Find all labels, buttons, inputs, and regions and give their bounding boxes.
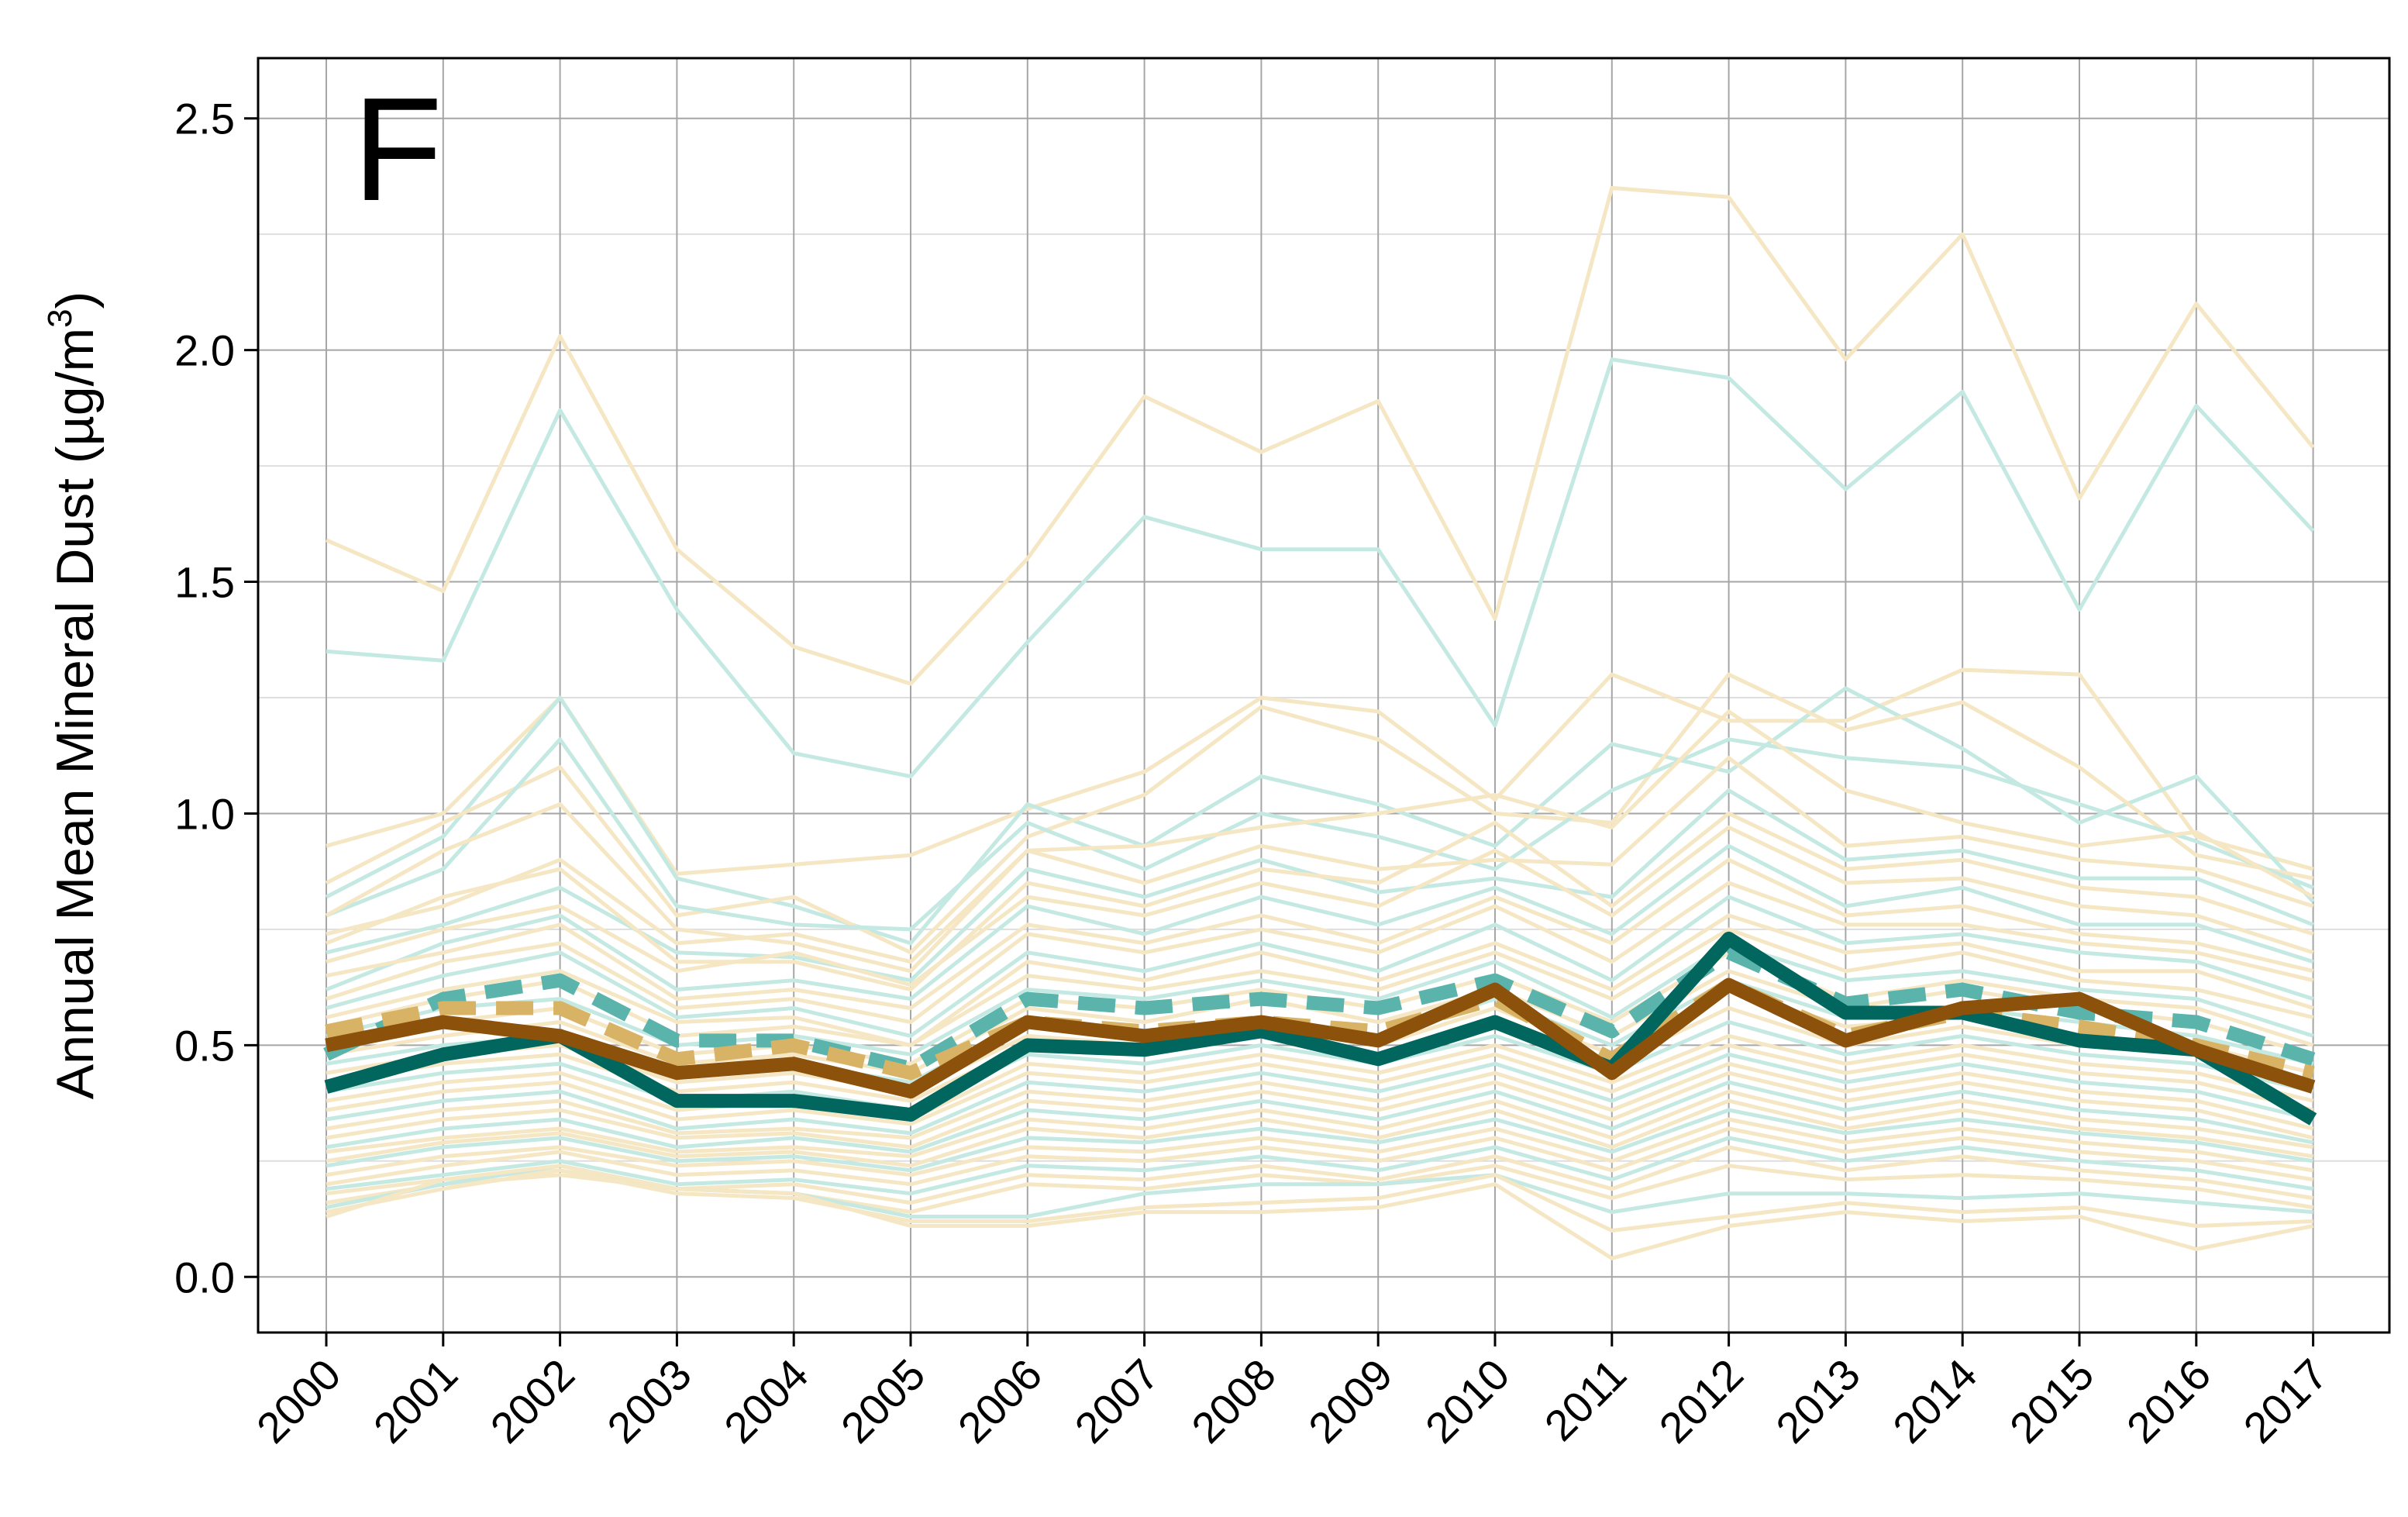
y-tick-label: 0.0 bbox=[174, 1253, 235, 1302]
plot-frame bbox=[257, 57, 2391, 1334]
background-series-line bbox=[326, 1043, 2314, 1126]
background-series-line bbox=[326, 1117, 2313, 1177]
background-series-line bbox=[326, 843, 2314, 1002]
background-series-line bbox=[326, 1089, 2313, 1159]
background-series-line bbox=[326, 1126, 2313, 1187]
background-series-line bbox=[326, 913, 2314, 1047]
y-axis: 0.0 0.5 1.0 1.5 2.0 2.5 bbox=[174, 95, 258, 1302]
background-series-line bbox=[326, 185, 2315, 686]
background-series-line bbox=[325, 672, 2314, 955]
y-tick-label: 0.5 bbox=[174, 1021, 235, 1070]
background-series-line bbox=[325, 709, 2314, 974]
background-series-line bbox=[326, 1052, 2314, 1136]
solid-series-line bbox=[325, 977, 2316, 1099]
background-series-line bbox=[326, 811, 2314, 992]
background-series-line bbox=[326, 1098, 2313, 1168]
background-series-line bbox=[326, 857, 2314, 1010]
background-series-line bbox=[326, 1061, 2314, 1140]
background-series-line bbox=[326, 1136, 2313, 1196]
highlighted-series-group bbox=[323, 931, 2317, 1126]
background-series-line bbox=[326, 825, 2314, 988]
background-series-line bbox=[326, 1033, 2314, 1122]
y-tick-label: 1.5 bbox=[174, 558, 235, 607]
background-series-line bbox=[326, 1164, 2314, 1260]
y-tick-label: 2.5 bbox=[174, 95, 235, 143]
background-series-line bbox=[326, 1071, 2314, 1150]
background-series-line bbox=[325, 686, 2315, 946]
solid-series-line bbox=[324, 931, 2317, 1126]
background-series-line bbox=[326, 667, 2314, 876]
panel-label: F bbox=[353, 67, 443, 232]
background-series-line bbox=[326, 357, 2315, 779]
dashed-series-line bbox=[323, 945, 2316, 1076]
background-series-line bbox=[326, 756, 2314, 964]
y-axis-title-superscript: 3 bbox=[41, 309, 79, 327]
background-series-line bbox=[326, 737, 2314, 932]
y-axis-title: Annual Mean Mineral Dust (µg/m3) bbox=[41, 291, 105, 1100]
y-axis-title-close: ) bbox=[46, 291, 105, 309]
background-series-line bbox=[326, 1168, 2313, 1233]
background-series-line bbox=[326, 1080, 2314, 1154]
background-series-line bbox=[326, 881, 2314, 1024]
y-tick-label: 2.0 bbox=[174, 326, 235, 375]
y-axis-title-main: Annual Mean Mineral Dust (µg/m bbox=[46, 328, 105, 1099]
background-series-line bbox=[326, 1108, 2313, 1173]
y-tick-label: 1.0 bbox=[174, 789, 235, 838]
background-series-line bbox=[326, 895, 2314, 1038]
